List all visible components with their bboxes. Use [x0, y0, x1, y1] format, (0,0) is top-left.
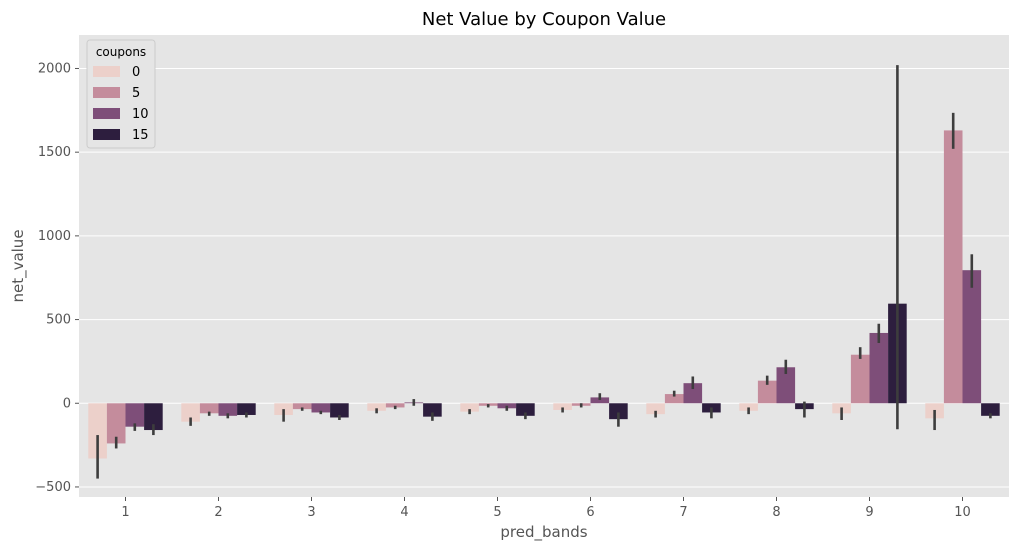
x-tick-label: 4	[400, 505, 408, 520]
bar	[125, 403, 145, 427]
legend: coupons 0 5 10 15	[86, 39, 156, 149]
bar	[144, 403, 163, 431]
bar	[609, 403, 628, 420]
bar	[311, 403, 331, 413]
x-ticks: 1 2 3 4 5 6 7 8 9 10	[121, 497, 971, 520]
y-tick-label: 500	[46, 313, 71, 328]
bar	[330, 403, 349, 418]
legend-entries: 0 5 10 15	[93, 65, 149, 143]
bar	[850, 354, 870, 404]
legend-title: coupons	[96, 45, 146, 59]
bar	[199, 403, 219, 414]
legend-swatch	[93, 129, 120, 140]
bar	[962, 270, 982, 404]
legend-swatch	[93, 108, 120, 119]
bar	[181, 403, 200, 422]
bar	[590, 397, 610, 404]
y-axis-label: net_value	[9, 229, 28, 302]
bar	[292, 403, 312, 410]
bar	[553, 403, 572, 410]
error-bars	[96, 65, 992, 479]
bar	[943, 130, 963, 404]
bar	[869, 332, 889, 404]
bar	[237, 403, 256, 415]
x-tick-label: 6	[586, 505, 594, 520]
bars	[88, 130, 1000, 459]
x-tick-label: 2	[214, 505, 222, 520]
bar	[516, 403, 535, 416]
legend-label: 5	[132, 86, 140, 101]
x-axis-label: pred_bands	[500, 523, 587, 542]
x-tick-label: 8	[772, 505, 780, 520]
plot-background	[79, 35, 1009, 497]
x-tick-label: 10	[954, 505, 971, 520]
y-tick-label: −500	[35, 480, 71, 495]
y-ticks: −500 0 500 1000 1500 2000	[35, 61, 79, 495]
bar	[664, 394, 684, 404]
bar	[423, 403, 442, 417]
bar	[367, 403, 386, 411]
bar	[683, 383, 703, 404]
legend-swatch	[93, 87, 120, 98]
x-tick-label: 9	[865, 505, 873, 520]
legend-label: 0	[132, 65, 140, 80]
y-tick-label: 1000	[38, 229, 71, 244]
x-tick-label: 3	[307, 505, 315, 520]
bar	[646, 403, 665, 415]
x-tick-label: 1	[121, 505, 129, 520]
chart-title: Net Value by Coupon Value	[422, 9, 666, 30]
bar	[385, 403, 405, 408]
x-tick-label: 7	[679, 505, 687, 520]
bar	[106, 403, 126, 444]
legend-swatch	[93, 66, 120, 77]
legend-label: 15	[132, 128, 149, 143]
bar	[757, 380, 777, 404]
bar	[88, 403, 107, 459]
bar	[981, 403, 1000, 416]
y-tick-label: 1500	[38, 145, 71, 160]
y-tick-label: 2000	[38, 61, 71, 76]
bar	[776, 367, 796, 404]
bar	[739, 403, 758, 411]
bar	[460, 403, 479, 412]
bar	[218, 403, 238, 416]
x-tick-label: 5	[493, 505, 501, 520]
legend-label: 10	[132, 107, 149, 122]
y-tick-label: 0	[63, 396, 71, 411]
